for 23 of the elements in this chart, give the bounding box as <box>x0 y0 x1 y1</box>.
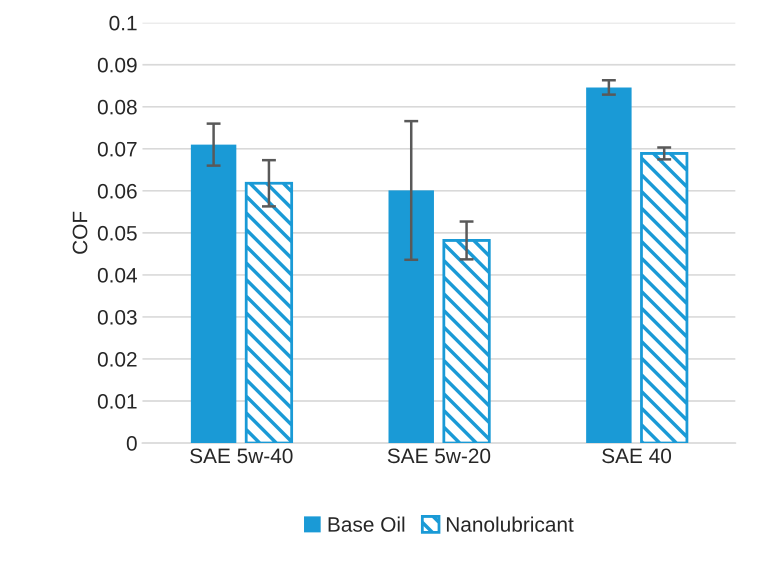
bar <box>244 182 294 444</box>
y-tick-label: 0.09 <box>98 58 137 73</box>
x-tick-label: SAE 5w-20 <box>388 448 490 464</box>
y-tick-label: 0.06 <box>98 184 137 199</box>
y-tick-label: 0.03 <box>98 310 137 325</box>
legend-label: Nanolubricant <box>446 516 574 532</box>
y-axis-title: COF <box>72 212 88 254</box>
y-tick-label: 0.02 <box>98 352 137 367</box>
y-tick-label: 0.04 <box>98 268 137 283</box>
legend-label: Base Oil <box>328 516 404 532</box>
bar <box>442 239 491 444</box>
y-tick-label: 0.05 <box>98 226 137 241</box>
bar <box>640 152 688 444</box>
y-tick-label: 0.1 <box>109 16 137 30</box>
x-tick-label: SAE 40 <box>602 448 672 464</box>
bar <box>190 144 236 444</box>
y-tick-label: 0 <box>126 436 137 451</box>
y-tick-label: 0.08 <box>98 100 137 115</box>
y-tick-label: 0.07 <box>98 142 137 157</box>
y-tick-label: 0.01 <box>98 394 137 409</box>
x-tick-label: SAE 5w-40 <box>190 448 293 464</box>
bar <box>388 190 434 444</box>
bar <box>586 87 632 444</box>
